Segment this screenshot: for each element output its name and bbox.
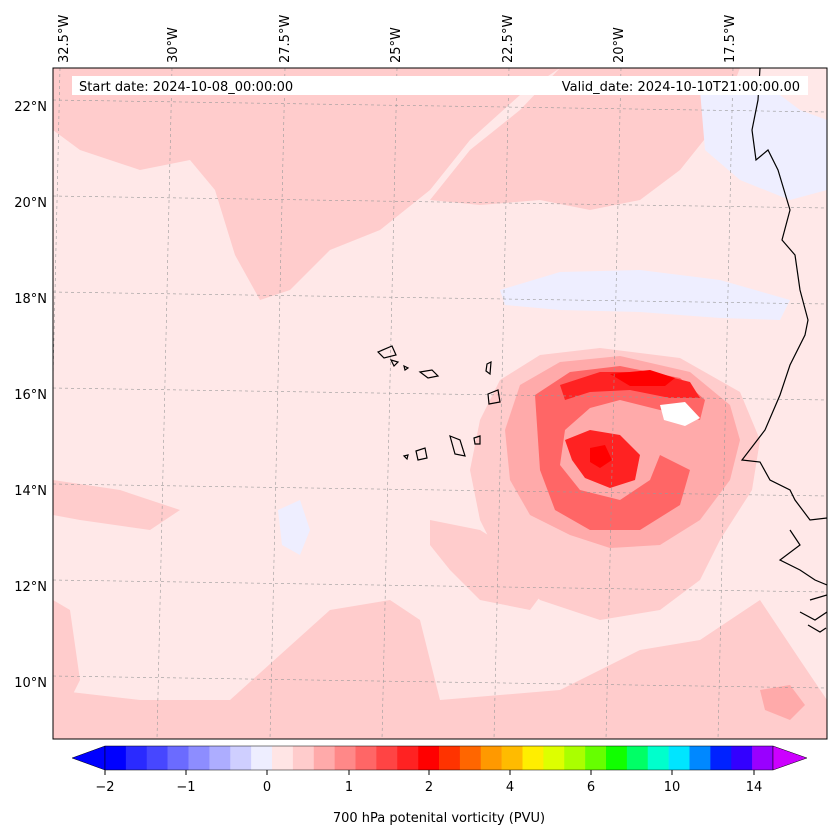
lon-label-20w: 20°W [612, 27, 627, 63]
colorbar-bin [376, 746, 398, 770]
lon-label-30w: 30°W [166, 27, 181, 63]
fogo-island [415, 447, 428, 461]
colorbar-bin [543, 746, 565, 770]
colorbar-bin [209, 746, 231, 770]
lat-label-12n: 12°N [14, 580, 47, 595]
colorbar-tick-label: 4 [506, 780, 514, 795]
lon-label-32-5w: 32.5°W [57, 15, 72, 63]
pv-contour-south-band [430, 520, 545, 610]
colorbar-tick-label: 1 [345, 780, 353, 795]
colorbar-bin [459, 746, 482, 770]
lat-label-20n: 20°N [14, 196, 47, 211]
lon-label-17-5w: 17.5°W [723, 15, 738, 63]
colorbar-bin [480, 746, 502, 770]
sao-vicente-island [389, 359, 400, 368]
colorbar-bin [626, 746, 649, 770]
colorbar-bin [313, 746, 335, 770]
colorbar-bin [167, 746, 189, 770]
colorbar-tick-label: 2 [425, 780, 433, 795]
date-header-box [72, 76, 808, 95]
longitude-axis: 32.5°W 30°W 27.5°W 25°W 22.5°W 20°W 17.5… [57, 15, 738, 63]
colorbar-bin [501, 746, 523, 770]
start-date-label: Start date: 2024-10-08_00:00:00 [79, 80, 293, 95]
pv-negative-northeast [700, 80, 827, 200]
pv-contour-maximum-center [590, 445, 612, 468]
colorbar-tick-label: 14 [746, 780, 763, 795]
colorbar-bin [606, 746, 628, 770]
pv-negative-east [500, 270, 790, 320]
pv-contour-west-strip [53, 600, 80, 720]
colorbar-bin [647, 746, 669, 770]
lat-label-18n: 18°N [14, 292, 47, 307]
colorbar-bin [355, 746, 377, 770]
colorbar-bins [104, 745, 774, 771]
colorbar-bin [188, 746, 210, 770]
lat-label-10n: 10°N [14, 676, 47, 691]
colorbar-bin [125, 746, 148, 770]
latitude-axis: 22°N 20°N 18°N 16°N 14°N 12°N 10°N [14, 100, 47, 691]
colorbar-bin [752, 746, 774, 770]
africa-coastline [740, 68, 827, 633]
colorbar-tick-label: 10 [664, 780, 681, 795]
map-frame [52, 67, 828, 740]
colorbar-bin [230, 746, 252, 770]
colorbar-extend-max [772, 745, 808, 771]
colorbar-bin [585, 746, 607, 770]
colorbar-bin [522, 746, 544, 770]
colorbar-ticks [104, 770, 755, 775]
graticule [53, 68, 827, 739]
santiago-island [449, 434, 466, 457]
colorbar-tick-label: 6 [587, 780, 595, 795]
lat-label-14n: 14°N [14, 484, 47, 499]
colorbar-tick-label: 0 [263, 780, 271, 795]
colorbar-bin [418, 746, 440, 770]
lon-label-27-5w: 27.5°W [278, 15, 293, 63]
colorbar-bin [710, 746, 732, 770]
pv-minimum-spot [660, 402, 700, 426]
colorbar-bin [689, 746, 711, 770]
brava-island [402, 454, 409, 461]
colorbar-bin [105, 746, 127, 770]
colorbar-bin [731, 746, 753, 770]
colorbar-bin [564, 746, 586, 770]
pv-contour-southwest-band [53, 480, 180, 530]
lat-label-16n: 16°N [14, 388, 47, 403]
maio-island [473, 435, 481, 445]
colorbar-bin [397, 746, 419, 770]
pv-contour-east-band [430, 68, 740, 210]
colorbar-extend-min [71, 745, 106, 771]
colorbar-bin [668, 746, 690, 770]
colorbar-bin [334, 746, 356, 770]
coastlines [376, 68, 827, 633]
colorbar-bin [439, 746, 461, 770]
lon-label-25w: 25°W [389, 27, 404, 63]
sao-nicolau-island [418, 369, 440, 379]
pv-contour-southeast-blob [760, 685, 805, 720]
pv-contour-north-plume [53, 68, 560, 300]
colorbar-bin [251, 746, 273, 770]
lon-label-22-5w: 22.5°W [501, 15, 516, 63]
colorbar-bin [292, 746, 315, 770]
valid-date-label: Valid_date: 2024-10-10T21:00:00.00 [562, 80, 800, 95]
colorbar-title: 700 hPa potenital vorticity (PVU) [333, 811, 545, 826]
colorbar-bin [146, 746, 168, 770]
colorbar: −2 −1 0 1 2 4 6 10 14 700 hPa potenital … [71, 745, 808, 826]
colorbar-bin [272, 746, 294, 770]
colorbar-tick-label: −1 [176, 780, 195, 795]
lat-label-22n: 22°N [14, 100, 47, 115]
pv-contour-south-strip [53, 600, 827, 739]
map-axes: Start date: 2024-10-08_00:00:00 Valid_da… [52, 67, 828, 740]
colorbar-tick-label: −2 [95, 780, 114, 795]
pv-negative-southwest [278, 500, 310, 555]
santa-luzia-island [403, 364, 410, 371]
pv-contours [53, 68, 827, 739]
boa-vista-island [487, 389, 501, 405]
sal-island [485, 360, 492, 376]
pv-contour-maximum-north [610, 370, 675, 386]
santo-antao-island [376, 345, 397, 359]
